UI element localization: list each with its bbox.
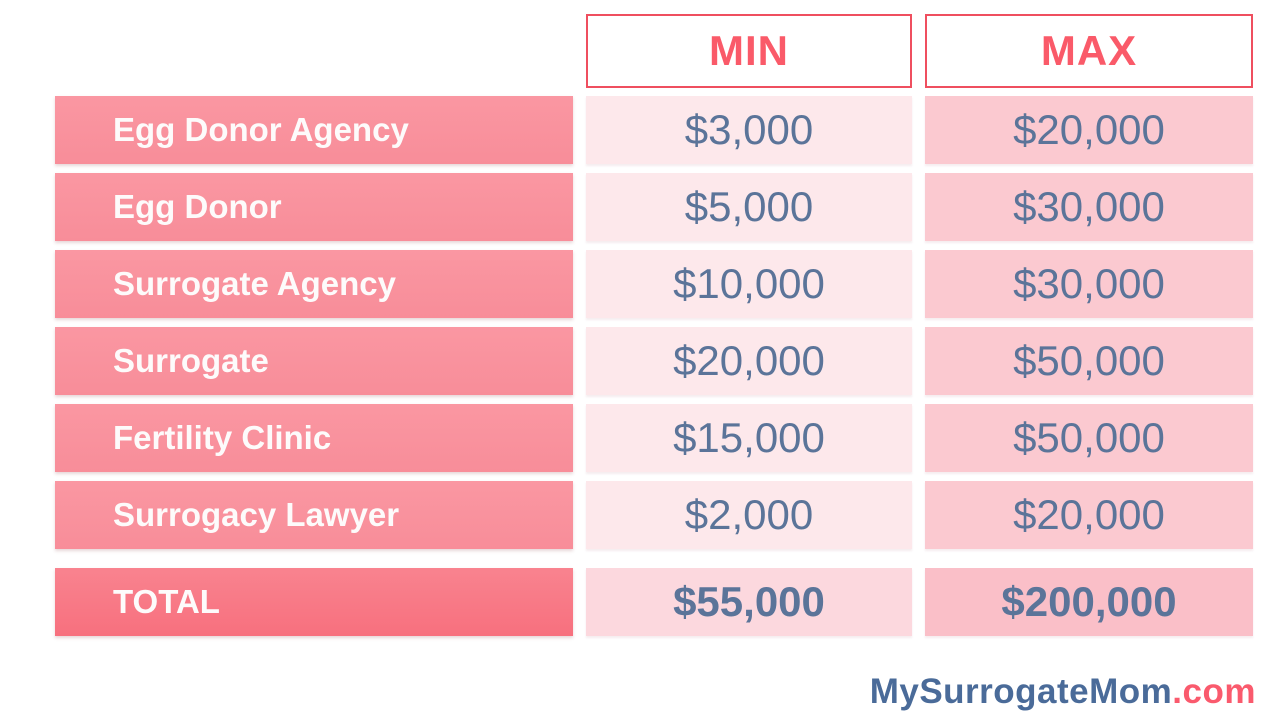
row-label-egg-donor: Egg Donor — [55, 173, 573, 241]
table-row: Surrogacy Lawyer $2,000 $20,000 — [55, 481, 1253, 549]
table-total-row: TOTAL $55,000 $200,000 — [55, 568, 1253, 636]
table-header-row: MIN MAX — [55, 14, 1253, 88]
column-header-max: MAX — [925, 14, 1253, 88]
row-label-egg-donor-agency: Egg Donor Agency — [55, 96, 573, 164]
row-label-surrogate: Surrogate — [55, 327, 573, 395]
row-label-total: TOTAL — [55, 568, 573, 636]
row-label-surrogate-agency: Surrogate Agency — [55, 250, 573, 318]
table-row: Surrogate Agency $10,000 $30,000 — [55, 250, 1253, 318]
table-row: Egg Donor Agency $3,000 $20,000 — [55, 96, 1253, 164]
min-value-cell: $2,000 — [586, 481, 912, 549]
min-value-cell: $10,000 — [586, 250, 912, 318]
site-logo: MySurrogateMom.com — [870, 672, 1256, 712]
site-logo-tld: .com — [1172, 672, 1256, 711]
max-value-cell: $30,000 — [925, 250, 1253, 318]
site-logo-name: MySurrogateMom — [869, 672, 1173, 711]
column-header-min: MIN — [586, 14, 912, 88]
row-label-surrogacy-lawyer: Surrogacy Lawyer — [55, 481, 573, 549]
max-value-cell: $20,000 — [925, 96, 1253, 164]
min-value-cell: $5,000 — [586, 173, 912, 241]
max-value-cell: $50,000 — [925, 404, 1253, 472]
header-spacer — [55, 14, 573, 88]
table-row: Fertility Clinic $15,000 $50,000 — [55, 404, 1253, 472]
table-row: Egg Donor $5,000 $30,000 — [55, 173, 1253, 241]
max-value-cell: $30,000 — [925, 173, 1253, 241]
total-max-value-cell: $200,000 — [925, 568, 1253, 636]
row-label-fertility-clinic: Fertility Clinic — [55, 404, 573, 472]
min-value-cell: $3,000 — [586, 96, 912, 164]
max-value-cell: $20,000 — [925, 481, 1253, 549]
max-value-cell: $50,000 — [925, 327, 1253, 395]
table-row: Surrogate $20,000 $50,000 — [55, 327, 1253, 395]
min-value-cell: $20,000 — [586, 327, 912, 395]
total-min-value-cell: $55,000 — [586, 568, 912, 636]
min-value-cell: $15,000 — [586, 404, 912, 472]
